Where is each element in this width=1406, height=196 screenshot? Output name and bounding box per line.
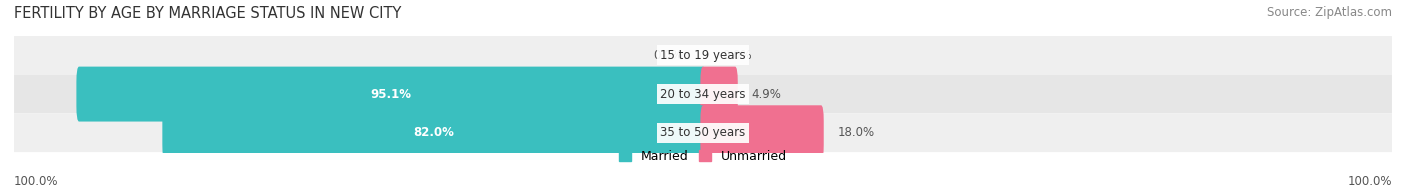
FancyBboxPatch shape bbox=[700, 67, 738, 122]
FancyBboxPatch shape bbox=[76, 67, 706, 122]
FancyBboxPatch shape bbox=[14, 113, 1392, 152]
Text: 0.0%: 0.0% bbox=[723, 49, 752, 62]
Text: 100.0%: 100.0% bbox=[14, 175, 59, 188]
Text: FERTILITY BY AGE BY MARRIAGE STATUS IN NEW CITY: FERTILITY BY AGE BY MARRIAGE STATUS IN N… bbox=[14, 6, 402, 21]
Text: 18.0%: 18.0% bbox=[838, 126, 875, 139]
Text: 0.0%: 0.0% bbox=[654, 49, 683, 62]
Text: 100.0%: 100.0% bbox=[1347, 175, 1392, 188]
FancyBboxPatch shape bbox=[14, 36, 1392, 75]
Text: 4.9%: 4.9% bbox=[752, 88, 782, 101]
Text: 35 to 50 years: 35 to 50 years bbox=[661, 126, 745, 139]
Text: Source: ZipAtlas.com: Source: ZipAtlas.com bbox=[1267, 6, 1392, 19]
Text: 20 to 34 years: 20 to 34 years bbox=[661, 88, 745, 101]
FancyBboxPatch shape bbox=[700, 105, 824, 160]
FancyBboxPatch shape bbox=[162, 105, 706, 160]
FancyBboxPatch shape bbox=[14, 75, 1392, 113]
Legend: Married, Unmarried: Married, Unmarried bbox=[613, 145, 793, 168]
Text: 82.0%: 82.0% bbox=[413, 126, 454, 139]
Text: 95.1%: 95.1% bbox=[371, 88, 412, 101]
Text: 15 to 19 years: 15 to 19 years bbox=[661, 49, 745, 62]
